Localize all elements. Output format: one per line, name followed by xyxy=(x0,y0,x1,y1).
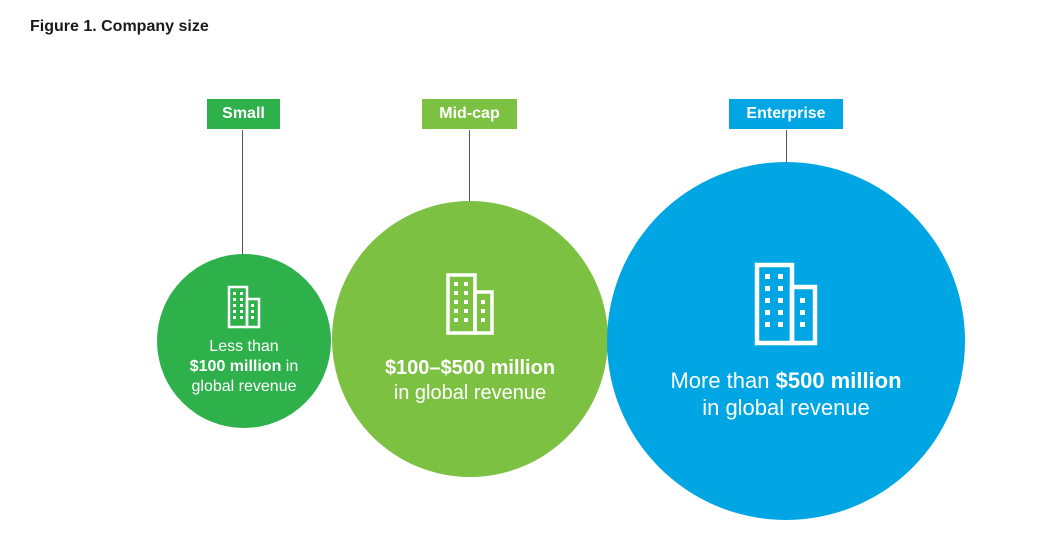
small-text-line3: global revenue xyxy=(191,378,297,395)
small-text-line1: Less than xyxy=(209,338,279,355)
small-revenue-value: $100 million xyxy=(189,358,282,375)
building-icon xyxy=(227,285,261,329)
enterprise-connector-line xyxy=(786,130,787,163)
enterprise-circle: More than $500 million in global revenue xyxy=(607,162,965,520)
midcap-label: Mid-cap xyxy=(422,99,517,129)
enterprise-text-line2: in global revenue xyxy=(702,395,870,420)
enterprise-revenue-value: $500 million xyxy=(775,367,902,393)
enterprise-text-prefix: More than xyxy=(670,367,776,393)
figure-title: Figure 1. Company size xyxy=(30,18,209,35)
small-text-in: in xyxy=(281,358,299,375)
enterprise-label: Enterprise xyxy=(729,99,843,129)
midcap-text-line2: in global revenue xyxy=(393,382,547,404)
small-circle: Less than $100 million in global revenue xyxy=(157,254,331,428)
midcap-revenue-value: $100–$500 million xyxy=(384,357,556,379)
small-label: Small xyxy=(207,99,280,129)
midcap-connector-line xyxy=(469,130,470,202)
building-icon xyxy=(446,273,494,335)
midcap-circle: $100–$500 million in global revenue xyxy=(332,201,608,477)
small-connector-line xyxy=(242,130,243,255)
building-icon xyxy=(754,262,818,345)
